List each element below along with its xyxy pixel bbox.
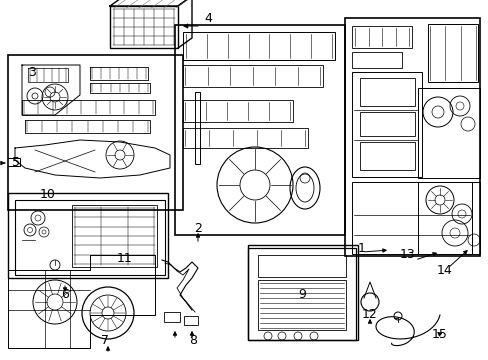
Bar <box>183 316 198 325</box>
Text: 15: 15 <box>431 328 447 342</box>
Text: 8: 8 <box>189 333 197 346</box>
Bar <box>427 24 477 82</box>
Bar <box>247 248 355 340</box>
Bar <box>345 18 479 256</box>
Bar <box>195 92 200 164</box>
Bar <box>8 55 183 210</box>
Text: 7: 7 <box>101 333 109 346</box>
Bar <box>247 245 357 340</box>
Bar <box>359 142 414 170</box>
Bar <box>351 52 401 68</box>
Text: 6: 6 <box>61 288 69 302</box>
Bar <box>417 88 479 178</box>
Text: 11: 11 <box>117 252 133 265</box>
Bar <box>351 182 471 254</box>
Bar <box>359 78 414 106</box>
Bar <box>8 193 168 278</box>
Bar <box>72 205 157 267</box>
Bar <box>359 112 414 136</box>
Text: 10: 10 <box>40 189 56 202</box>
Bar <box>417 182 479 254</box>
Bar <box>175 25 345 235</box>
Bar <box>183 32 334 60</box>
Bar <box>183 65 323 87</box>
Text: 12: 12 <box>362 309 377 321</box>
Bar <box>351 72 421 177</box>
Text: 5: 5 <box>12 157 20 170</box>
Bar <box>351 26 411 48</box>
Text: 13: 13 <box>399 248 415 261</box>
Text: 1: 1 <box>357 242 365 255</box>
Bar <box>258 255 346 277</box>
Bar <box>183 128 307 148</box>
Bar <box>183 100 292 122</box>
Bar <box>258 280 346 330</box>
Text: 3: 3 <box>28 66 36 78</box>
Text: 4: 4 <box>203 12 211 24</box>
Text: 2: 2 <box>194 221 202 234</box>
Text: 9: 9 <box>298 288 305 302</box>
Text: 14: 14 <box>436 264 452 276</box>
Bar <box>110 6 178 48</box>
Bar <box>163 312 180 322</box>
Bar <box>15 200 164 275</box>
